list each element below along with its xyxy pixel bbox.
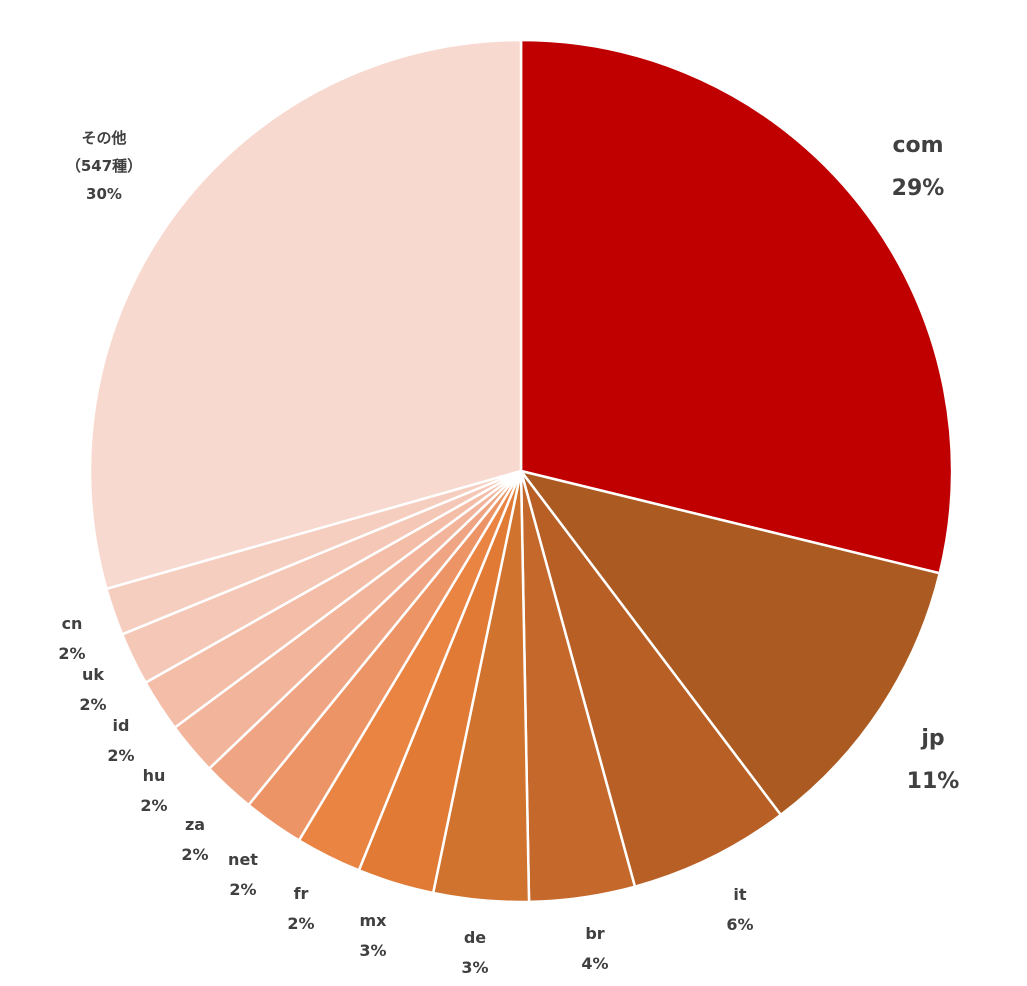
slice-name: br (585, 924, 604, 943)
slice-percent: 2% (287, 914, 314, 933)
pie-slice-2 (519, 470, 783, 889)
pie-slice-13 (88, 38, 523, 591)
slice-label-0: com 29% (892, 133, 945, 201)
slice-percent: 4% (581, 954, 608, 973)
slice-label-11: uk 2% (79, 665, 106, 714)
slice-label-8: za 2% (181, 815, 208, 864)
slice-label-9: hu 2% (140, 766, 167, 815)
slice-percent: 6% (726, 915, 753, 934)
slice-percent: 29% (892, 176, 945, 201)
pie-slice-1 (517, 468, 942, 817)
slice-name: id (113, 716, 130, 735)
slice-label-6: fr 2% (287, 884, 314, 933)
slice-percent: 2% (58, 644, 85, 663)
slice-name: com (892, 133, 943, 158)
slice-label-2: it 6% (726, 885, 753, 934)
pie-labels: com 29% jp 11% it 6% br 4% de 3% mx 3% fr 2% net 2% za 2%… (58, 129, 959, 977)
slice-percent: 2% (181, 845, 208, 864)
slice-label-12: cn 2% (58, 614, 85, 663)
slice-percent: 2% (140, 796, 167, 815)
slice-name: uk (82, 665, 104, 684)
slice-name: その他 (81, 129, 126, 147)
slice-label-5: mx 3% (359, 911, 387, 960)
slice-name: mx (360, 911, 388, 930)
slice-percent: 3% (461, 958, 488, 977)
pie-slice-0 (519, 38, 954, 575)
slice-label-10: id 2% (107, 716, 134, 765)
slice-percent: 2% (79, 695, 106, 714)
slice-name: jp (920, 726, 944, 751)
slice-name: za (185, 815, 205, 834)
slice-label-13: その他 （547種） 30% (66, 129, 142, 203)
slice-sublabel: （547種） (66, 157, 142, 175)
slice-name: hu (143, 766, 166, 785)
pie-slices (88, 38, 954, 904)
slice-percent: 3% (359, 941, 386, 960)
slice-percent: 30% (86, 185, 122, 203)
slice-percent: 2% (107, 746, 134, 765)
slice-name: de (464, 928, 486, 947)
slice-name: fr (294, 884, 309, 903)
slice-label-3: br 4% (581, 924, 608, 973)
slice-percent: 11% (907, 769, 960, 794)
slice-name: net (228, 850, 258, 869)
slice-name: cn (62, 614, 83, 633)
slice-percent: 2% (229, 880, 256, 899)
slice-label-4: de 3% (461, 928, 488, 977)
slice-label-7: net 2% (228, 850, 258, 899)
slice-label-1: jp 11% (907, 726, 960, 794)
slice-name: it (733, 885, 746, 904)
